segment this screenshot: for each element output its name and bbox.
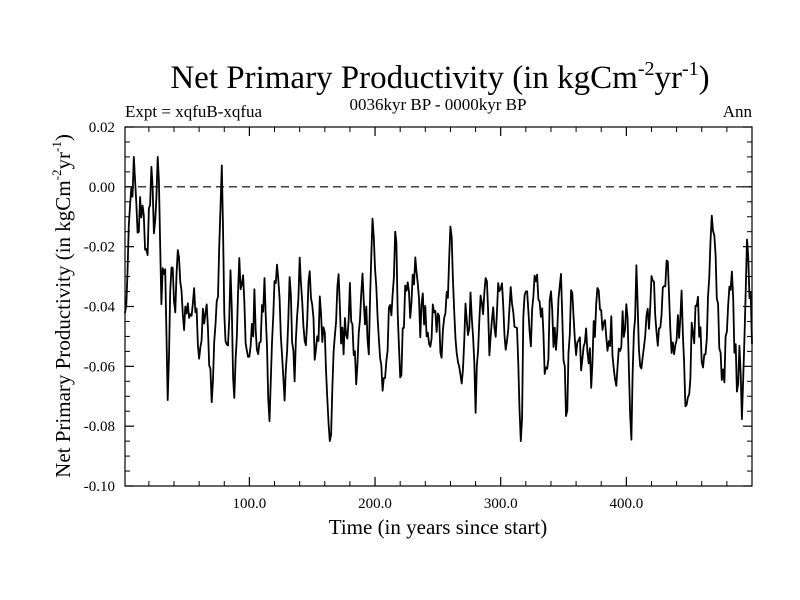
y-tick-label: -0.08 <box>84 419 115 435</box>
y-axis-label: Net Primary Productivity (in kgCm-2yr-1) <box>49 134 75 478</box>
y-tick-label: 0.02 <box>89 120 115 136</box>
y-axis-label-sup2: -1 <box>49 141 64 152</box>
chart-title-end: ) <box>699 60 710 96</box>
y-tick-label: 0.00 <box>89 180 115 196</box>
y-axis-label-end: ) <box>51 134 75 141</box>
x-axis-label: Time (in years since start) <box>329 515 548 539</box>
chart-title-main: Net Primary Productivity (in kgCm <box>170 60 638 96</box>
axis-ticks <box>125 126 752 487</box>
y-axis-label-sup1: -2 <box>49 170 64 181</box>
subtitle-expt: Expt = xqfuB-xqfua <box>125 102 263 121</box>
y-axis-label-main: Net Primary Productivity (in kgCm <box>51 180 75 477</box>
chart-title-mid: yr <box>654 60 682 96</box>
y-tick-label: -0.06 <box>84 359 116 375</box>
tick-labels: 100.0 200.0 300.0 400.0 -0.10 -0.08 -0.06 -0.04… <box>84 120 643 512</box>
chart-title-sup2: -1 <box>682 58 699 80</box>
subtitle-period: 0036kyr BP - 0000kyr BP <box>350 95 527 114</box>
x-tick-label: 100.0 <box>233 496 267 512</box>
series-line-npp <box>124 156 753 442</box>
subtitle-season: Ann <box>723 102 753 121</box>
chart-title-sup1: -2 <box>638 58 655 80</box>
x-tick-label: 200.0 <box>358 496 392 512</box>
y-tick-label: -0.04 <box>84 300 116 316</box>
y-axis-label-mid: yr <box>51 152 75 170</box>
x-tick-label: 300.0 <box>484 496 518 512</box>
y-tick-label: -0.02 <box>84 240 115 256</box>
plot-frame <box>124 126 753 487</box>
y-tick-label: -0.10 <box>84 479 115 495</box>
x-tick-label: 400.0 <box>609 496 643 512</box>
chart-title: Net Primary Productivity (in kgCm-2yr-1) <box>170 58 709 96</box>
